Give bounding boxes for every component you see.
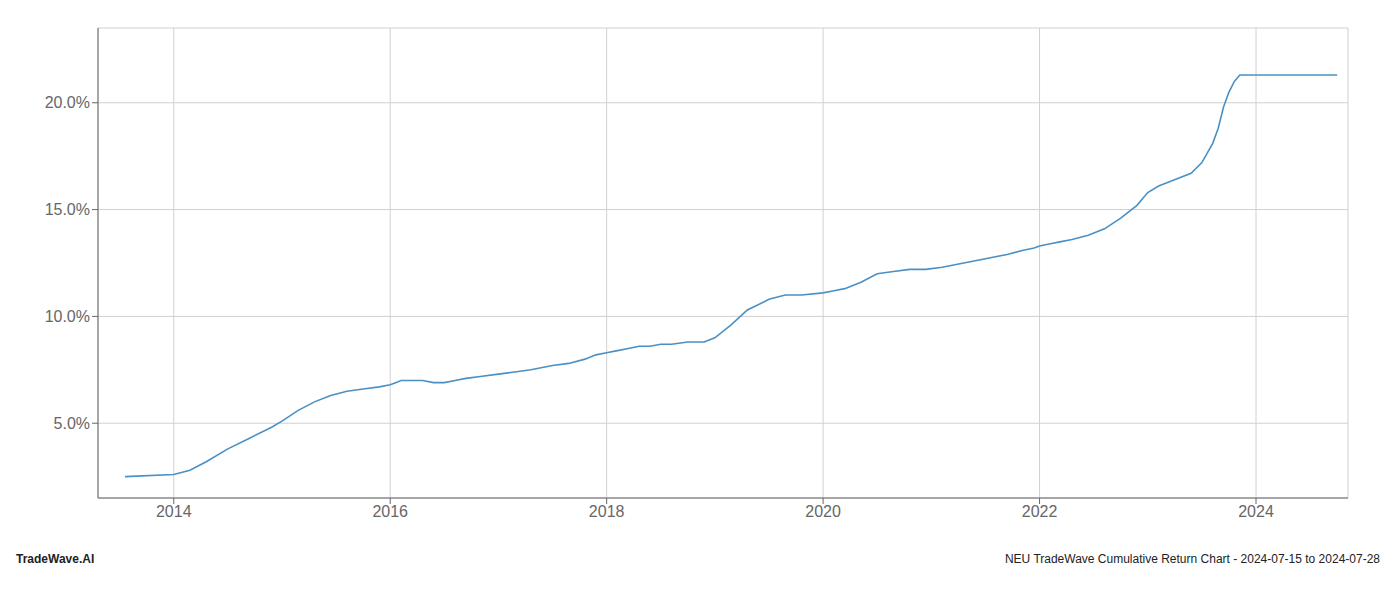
svg-text:2014: 2014 [156, 503, 192, 520]
svg-text:2016: 2016 [372, 503, 408, 520]
svg-text:10.0%: 10.0% [45, 308, 90, 325]
svg-text:20.0%: 20.0% [45, 94, 90, 111]
svg-text:2024: 2024 [1238, 503, 1274, 520]
svg-text:2022: 2022 [1022, 503, 1058, 520]
html-text:NEU TradeWave Cumulative Retur: NEU TradeWave Cumulative Return Chart - … [1004, 552, 1380, 566]
svg-text:5.0%: 5.0% [54, 415, 90, 432]
html-text:TradeWave.AI: TradeWave.AI [16, 552, 95, 566]
svg-text:15.0%: 15.0% [45, 201, 90, 218]
svg-text:2018: 2018 [589, 503, 625, 520]
svg-text:2020: 2020 [805, 503, 841, 520]
